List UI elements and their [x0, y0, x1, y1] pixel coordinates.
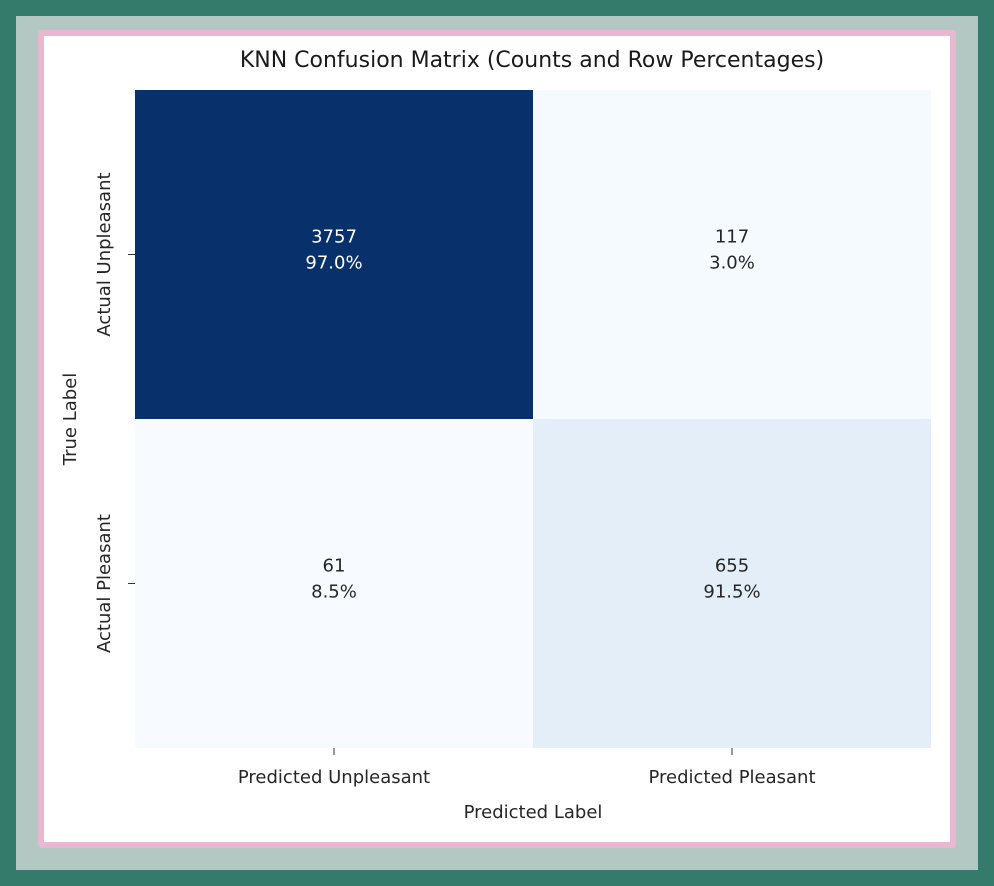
cell-percent-label: 91.5% — [703, 582, 760, 603]
heatmap-cell — [533, 90, 931, 419]
heatmap-cell — [135, 419, 533, 748]
cell-count-label: 655 — [715, 556, 749, 577]
heatmap-cell — [135, 90, 533, 419]
cell-count-label: 3757 — [311, 227, 357, 248]
cell-percent-label: 8.5% — [311, 582, 357, 603]
x-tick-label: Predicted Pleasant — [648, 767, 815, 788]
cell-percent-label: 97.0% — [305, 253, 362, 274]
heatmap-cell — [533, 419, 931, 748]
x-axis-label: Predicted Label — [464, 802, 603, 823]
chart-title: KNN Confusion Matrix (Counts and Row Per… — [239, 48, 825, 73]
cell-count-label: 61 — [323, 556, 346, 577]
y-axis-label: True Label — [60, 373, 81, 467]
y-tick-label: Actual Pleasant — [94, 514, 115, 653]
x-tick-label: Predicted Unpleasant — [238, 767, 430, 788]
cell-count-label: 117 — [715, 227, 749, 248]
cell-percent-label: 3.0% — [709, 253, 755, 274]
y-tick-label: Actual Unpleasant — [94, 172, 115, 336]
